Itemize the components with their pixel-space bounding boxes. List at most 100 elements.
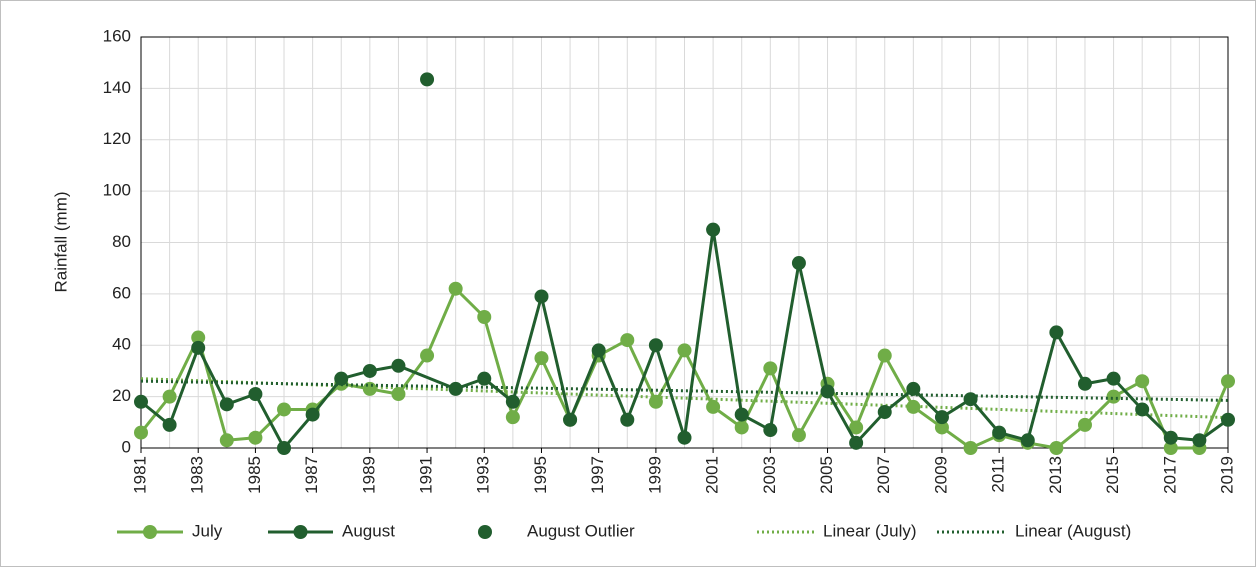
y-tick-label: 80 (112, 232, 131, 251)
y-axis-label: Rainfall (mm) (51, 191, 70, 292)
data-point (248, 430, 263, 445)
data-point (420, 72, 435, 87)
data-point (849, 435, 864, 450)
x-tick-label: 1987 (302, 456, 321, 494)
y-tick-label: 100 (103, 181, 131, 200)
y-tick-label: 20 (112, 386, 131, 405)
data-point (791, 428, 806, 443)
data-point (191, 330, 206, 345)
data-point (219, 397, 234, 412)
x-tick-label: 1997 (588, 456, 607, 494)
data-point (1077, 417, 1092, 432)
x-tick-label: 1991 (417, 456, 436, 494)
data-point (706, 399, 721, 414)
data-point (677, 430, 692, 445)
data-point (134, 425, 148, 440)
x-tick-label: 2015 (1103, 456, 1122, 494)
data-point (849, 420, 864, 435)
data-point (906, 381, 921, 396)
x-tick-label: 1981 (130, 456, 149, 494)
data-point (1135, 402, 1150, 417)
data-point (992, 425, 1007, 440)
x-tick-label: 1985 (245, 456, 264, 494)
legend-label: Linear (August) (1015, 521, 1131, 540)
y-tick-label: 60 (112, 283, 131, 302)
data-point (1077, 376, 1092, 391)
data-point (677, 343, 692, 358)
data-point (391, 387, 406, 402)
data-point (448, 381, 463, 396)
legend-label: July (192, 521, 223, 540)
data-point (362, 381, 377, 396)
y-tick-label: 160 (103, 26, 131, 45)
x-tick-label: 1983 (188, 456, 207, 494)
data-point (162, 389, 177, 404)
legend-label: August Outlier (527, 521, 635, 540)
trend-line (140, 379, 1229, 402)
data-point (534, 351, 549, 366)
data-point (391, 358, 406, 373)
y-tick-label: 140 (103, 78, 131, 97)
data-point (1106, 371, 1121, 386)
data-point (448, 281, 463, 296)
data-point (1163, 441, 1178, 455)
data-point (334, 371, 349, 386)
x-tick-label: 1993 (474, 456, 493, 494)
data-point (877, 405, 892, 420)
y-tick-label: 40 (112, 335, 131, 354)
legend-label: August (342, 521, 395, 540)
data-point (934, 420, 949, 435)
y-tick-label: 120 (103, 129, 131, 148)
y-tick-label: 0 (122, 437, 131, 456)
data-point (1049, 325, 1064, 340)
data-point (1192, 433, 1207, 448)
data-point (763, 361, 778, 376)
data-point (1221, 374, 1235, 389)
data-point (1163, 430, 1178, 445)
data-point (248, 387, 263, 402)
data-point (791, 256, 806, 271)
data-point (305, 407, 320, 422)
data-point (734, 420, 749, 435)
data-point (706, 222, 721, 237)
data-point (362, 363, 377, 378)
data-point (1106, 389, 1121, 404)
x-tick-label: 1995 (531, 456, 550, 494)
legend-swatch-marker (478, 525, 492, 539)
x-tick-label: 1999 (645, 456, 664, 494)
data-point (534, 289, 549, 304)
data-point (277, 441, 292, 455)
x-tick-label: 2011 (989, 456, 1008, 493)
x-tick-label: 2001 (703, 456, 722, 494)
data-point (505, 394, 520, 409)
data-point (620, 412, 635, 427)
data-point (1020, 433, 1035, 448)
data-point (162, 417, 177, 432)
data-point (963, 392, 978, 407)
legend-swatch-marker (143, 525, 157, 539)
data-point (191, 340, 206, 355)
data-point (963, 441, 978, 455)
data-point (134, 394, 148, 409)
x-tick-label: 2009 (931, 456, 950, 494)
data-point (477, 371, 492, 386)
data-point (906, 399, 921, 414)
data-point (1049, 441, 1064, 455)
x-tick-label: 2013 (1046, 456, 1065, 494)
legend-swatch-marker (293, 525, 308, 539)
data-point (477, 309, 492, 324)
data-point (420, 348, 435, 363)
data-point (1221, 412, 1235, 427)
data-point (620, 333, 635, 348)
data-point (563, 412, 578, 427)
data-point (505, 410, 520, 425)
legend-label: Linear (July) (823, 521, 917, 540)
data-point (934, 410, 949, 425)
series-line (140, 229, 1229, 451)
x-tick-label: 1989 (359, 456, 378, 494)
data-point (734, 407, 749, 422)
data-point (277, 402, 292, 417)
